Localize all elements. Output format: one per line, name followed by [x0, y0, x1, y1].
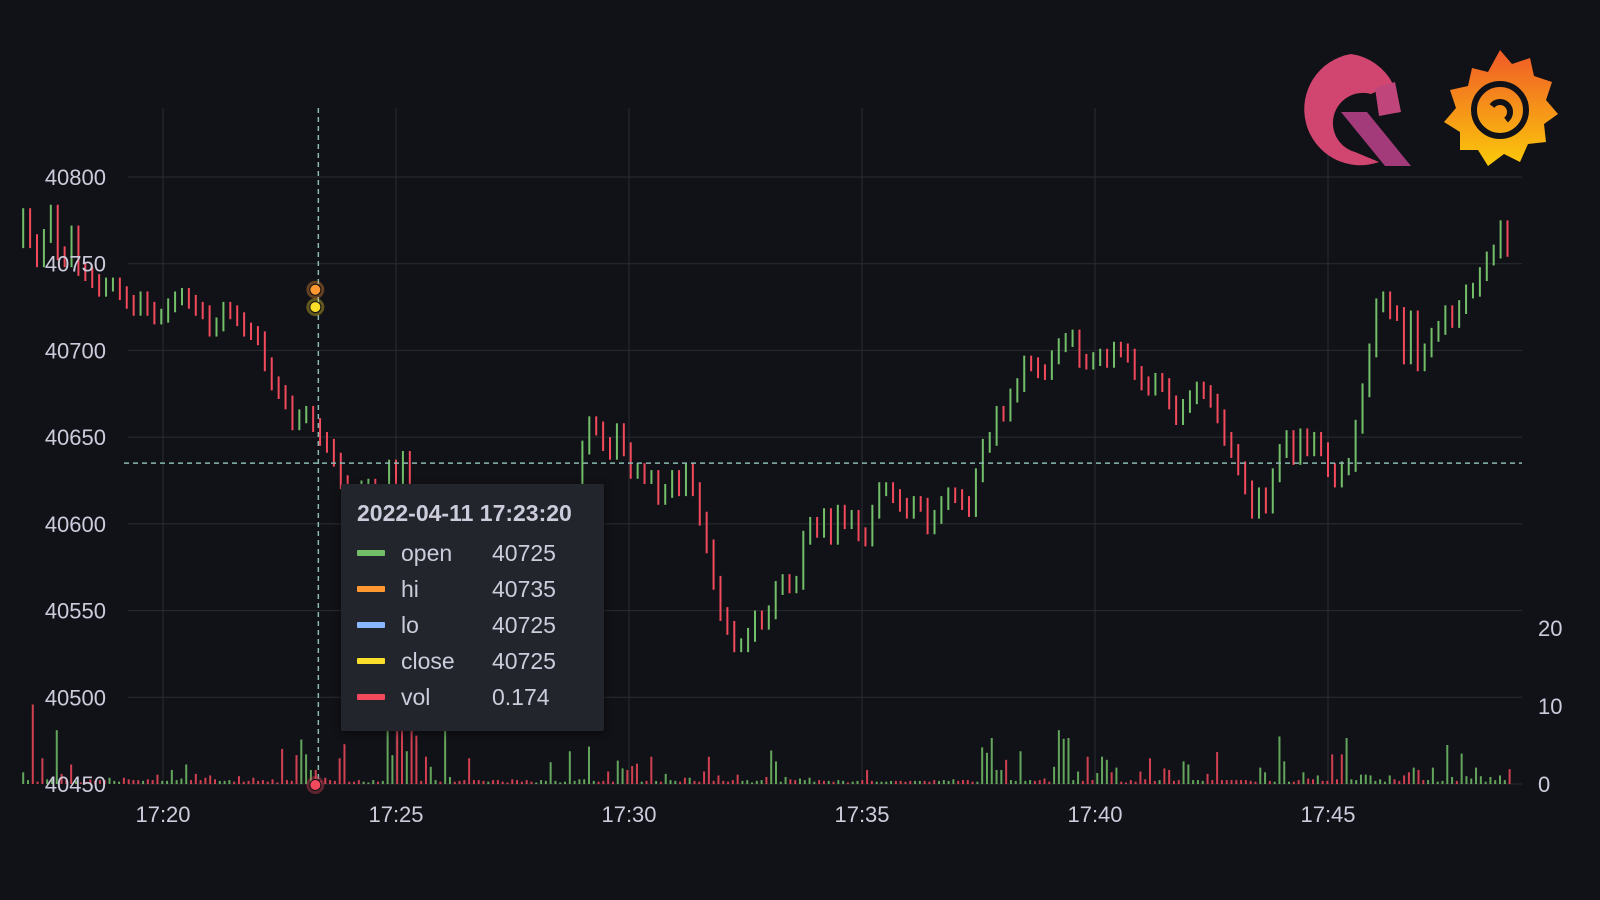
crosshair: [124, 108, 1522, 794]
tooltip-row-open: open 40725: [357, 535, 588, 571]
volume-bars: [22, 679, 1511, 784]
tooltip-swatch: [357, 694, 385, 700]
tooltip-swatch: [357, 586, 385, 592]
tooltip-label: vol: [401, 683, 431, 710]
x-tick-label: 17:30: [601, 802, 656, 827]
y-tick-label: 40800: [45, 165, 106, 190]
tooltip-swatch: [357, 658, 385, 664]
tooltip-row-close: close 40725: [357, 643, 588, 679]
price-candles: [22, 204, 1509, 696]
axes: 40800 40750 40700 40650 40600 40550 40500 40450…: [45, 165, 1563, 827]
tooltip-row-hi: hi 40735: [357, 571, 588, 607]
y-tick-label: 40600: [45, 512, 106, 537]
grid: [128, 108, 1522, 785]
tooltip-value: 40725: [492, 539, 556, 566]
hover-marker-hi: [309, 283, 322, 296]
y-tick-label: 40500: [45, 685, 106, 710]
x-tick-label: 17:25: [368, 802, 423, 827]
tooltip-label: lo: [401, 611, 419, 638]
x-tick-label: 17:40: [1067, 802, 1122, 827]
tooltip-label: open: [401, 539, 453, 566]
tooltip-row-vol: vol 0.174: [357, 679, 588, 715]
y-tick-label: 40450: [45, 772, 106, 797]
tooltip-rows: open 40725 hi 40735 lo 40725 close 40725 vol 0.17…: [357, 535, 588, 715]
hover-tooltip: 2022-04-11 17:23:20 open 40725 hi 40735 lo 40…: [341, 484, 604, 731]
hover-marker-close: [309, 301, 322, 314]
tooltip-label: close: [401, 647, 455, 674]
tooltip-row-lo: lo 40725: [357, 607, 588, 643]
y-right-tick-label: 20: [1538, 616, 1562, 641]
y-tick-label: 40700: [45, 338, 106, 363]
tooltip-value: 40725: [492, 647, 556, 674]
x-tick-label: 17:35: [834, 802, 889, 827]
y-tick-label: 40650: [45, 425, 106, 450]
tooltip-value: 0.174: [492, 683, 550, 710]
tooltip-swatch: [357, 622, 385, 628]
grafana-logo: [1444, 50, 1558, 166]
tooltip-swatch: [357, 550, 385, 556]
tooltip-value: 40725: [492, 611, 556, 638]
y-right-tick-label: 0: [1538, 772, 1550, 797]
y-right-tick-label: 10: [1538, 694, 1562, 719]
logos: [1304, 50, 1558, 166]
y-tick-label: 40550: [45, 599, 106, 624]
x-tick-label: 17:20: [135, 802, 190, 827]
questdb-logo: [1304, 54, 1411, 166]
tooltip-label: hi: [401, 575, 419, 602]
tooltip-value: 40735: [492, 575, 556, 602]
x-tick-label: 17:45: [1300, 802, 1355, 827]
y-tick-label: 40750: [45, 252, 106, 277]
hover-marker-vol: [309, 779, 322, 791]
tooltip-title: 2022-04-11 17:23:20: [357, 500, 572, 526]
